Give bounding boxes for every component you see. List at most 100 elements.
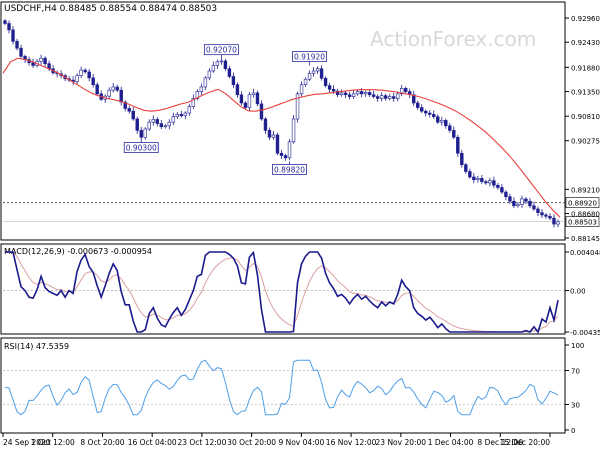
candle-body	[315, 68, 320, 72]
candle-body	[416, 102, 420, 108]
time-tick-label: 23 Oct 12:00	[177, 438, 226, 447]
candle-body	[428, 112, 432, 115]
candle-body	[239, 94, 244, 104]
candle-body	[375, 96, 380, 99]
annotation-box	[123, 142, 159, 153]
candle-body	[255, 92, 260, 105]
candle-body	[480, 178, 484, 182]
time-tick-label: 9 Nov 04:00	[278, 438, 324, 447]
candle-body	[243, 102, 248, 108]
candle-body	[131, 110, 135, 120]
candle-body	[496, 184, 500, 188]
candle-body	[75, 75, 79, 82]
candle-body	[420, 107, 424, 112]
annotation-label: 0.89820	[274, 165, 305, 174]
candle-body	[87, 71, 91, 79]
candle-body	[31, 62, 35, 66]
price-panel-frame	[0, 1, 566, 241]
candle-body	[231, 76, 236, 86]
candle-body	[247, 94, 252, 108]
candle-body	[492, 180, 496, 186]
symbol-header: USDCHF,H4 0.88485 0.88554 0.88474 0.8850…	[4, 4, 217, 14]
candle-body	[139, 130, 143, 138]
candle-body	[215, 61, 220, 66]
annotation-label: 0.90300	[126, 144, 157, 153]
candle-body	[536, 208, 540, 213]
watermark: ActionForex.com	[370, 27, 536, 51]
macd-signal-line	[5, 251, 559, 333]
rsi-tick-label: 30	[571, 402, 580, 410]
candle-body	[367, 92, 372, 96]
rsi-label: RSI(14) 47.5359	[4, 342, 69, 351]
candle-body	[520, 198, 524, 205]
candle-body	[11, 29, 15, 42]
candle-body	[115, 86, 119, 91]
price-tick-label: 0.88145	[571, 235, 600, 243]
candle-body	[327, 85, 332, 90]
candle-body	[303, 78, 308, 86]
candle-body	[383, 95, 388, 99]
candle-body	[508, 196, 512, 202]
price-tick-label: 0.90810	[571, 113, 600, 121]
price-plot: 0.90300 0.92070 0.89820 0.91920	[2, 18, 561, 228]
candle-body	[500, 187, 504, 193]
candle-body	[283, 155, 288, 159]
candle-body	[187, 106, 192, 114]
candle-body	[199, 86, 204, 92]
candle-body	[123, 101, 127, 109]
candle-body	[448, 125, 452, 131]
macd-label: MACD(12,26,9) -0.000673 -0.000954	[4, 247, 152, 256]
price-tick-label: 0.90275	[571, 138, 600, 146]
candle-body	[351, 93, 356, 97]
candle-body	[371, 94, 376, 97]
candle-body	[83, 69, 87, 73]
candle-body	[271, 134, 276, 138]
candle-body	[219, 60, 224, 63]
candle-body	[107, 89, 111, 97]
candle-body	[203, 77, 208, 88]
candle-body	[524, 198, 528, 202]
time-tick-label: 8 Dec 12:00	[477, 438, 523, 447]
candle-body	[127, 108, 131, 112]
candle-body	[19, 47, 23, 57]
price-tick-label: 0.91350	[571, 89, 600, 97]
candle-body	[183, 112, 188, 117]
time-tick-label: 16 Oct 04:00	[128, 438, 177, 447]
candle-body	[472, 176, 476, 181]
candle-body	[119, 89, 123, 103]
candle-body	[159, 123, 163, 128]
time-tick-label: 15 Dec 20:00	[500, 438, 551, 447]
candle-body	[488, 180, 492, 184]
candle-body	[291, 118, 296, 143]
current-price-label: 0.88503	[568, 219, 597, 227]
candle-body	[295, 93, 300, 120]
candle-body	[275, 134, 280, 154]
price-axis: 0.92960 0.92430 0.91880 0.91350 0.90810 0.902…	[3, 15, 600, 243]
candle-body	[211, 65, 216, 72]
candle-body	[147, 121, 151, 130]
candle-body	[512, 200, 516, 207]
candle-body	[504, 191, 508, 197]
candle-body	[43, 57, 47, 64]
time-tick-label: 8 Oct 20:00	[80, 438, 124, 447]
candle-body	[379, 95, 384, 99]
candle-body	[143, 128, 147, 138]
macd-tick-label: 0.00	[570, 288, 586, 296]
time-tick-label: 30 Oct 20:00	[227, 438, 276, 447]
candle-body	[456, 136, 460, 154]
candle-body	[287, 141, 292, 159]
time-tick-label: 1 Dec 04:00	[428, 438, 474, 447]
candle-body	[39, 57, 43, 62]
candle-body	[91, 77, 95, 86]
candle-body	[163, 125, 167, 128]
candle-body	[175, 114, 180, 117]
candle-body	[235, 84, 240, 96]
candle-body	[331, 88, 336, 92]
reference-price-box	[565, 197, 600, 208]
candle-body	[452, 130, 456, 138]
candle-body	[299, 84, 304, 95]
candle-body	[135, 118, 139, 131]
